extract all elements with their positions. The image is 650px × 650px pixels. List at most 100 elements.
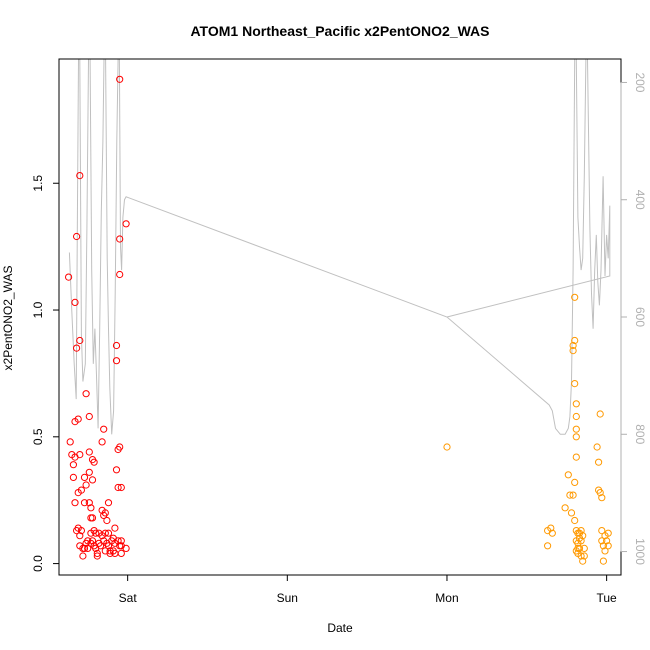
series-2-point: [580, 544, 588, 553]
x-tick-label: Sun: [277, 591, 298, 605]
series-2-point: [598, 494, 606, 502]
series-2-point: [577, 552, 585, 560]
right-tick-label: 800: [633, 424, 647, 444]
series-1-point: [88, 537, 97, 545]
series-2-point: [603, 537, 611, 545]
series-2-point: [595, 458, 603, 466]
series-2-point: [572, 400, 580, 408]
series-1-point: [111, 524, 119, 532]
series-1-point: [71, 298, 79, 306]
series-1-point: [116, 75, 124, 83]
x-tick-label: Tue: [597, 591, 618, 605]
y-axis: 0.0 0.5 1.0 1.5: [31, 175, 59, 572]
series-2-point: [571, 478, 579, 486]
series-1-point: [66, 438, 74, 446]
series-2-point: [572, 453, 580, 461]
series-1-point: [80, 544, 89, 553]
series-2-point: [572, 412, 580, 421]
series-1-point: [117, 483, 125, 492]
series-1-point: [65, 273, 73, 281]
series-1-point: [85, 468, 93, 476]
right-tick-label: 200: [633, 72, 647, 92]
series-2-point: [601, 547, 609, 555]
series-2-point: [567, 509, 576, 517]
series-2-point: [547, 524, 555, 532]
series-2-point: [577, 527, 585, 535]
series-2-point: [577, 537, 585, 545]
series-1-point: [69, 473, 78, 481]
series-1-point: [69, 461, 78, 469]
series-2-point: [604, 542, 612, 550]
series-1-point: [104, 499, 113, 507]
series-2-point: [569, 341, 577, 350]
series-1-point: [76, 172, 84, 180]
series-1-point: [122, 220, 130, 228]
series-1-point: [84, 544, 92, 553]
series-1-point: [76, 532, 84, 540]
series-1-point: [73, 344, 81, 352]
series-2-point: [575, 544, 584, 553]
series-1-point: [80, 499, 89, 507]
series-1-point: [82, 481, 90, 489]
series-1-point: [93, 552, 101, 560]
series-2-point: [571, 380, 579, 388]
series-1-point: [114, 483, 122, 492]
right-tick-label: 600: [633, 307, 647, 327]
series-1-point: [85, 448, 93, 456]
series-1-point: [74, 415, 82, 423]
series-1-point: [77, 527, 86, 535]
x-axis-title: Date: [327, 621, 353, 635]
series-2-point: [571, 516, 579, 525]
series-1-point: [101, 529, 109, 537]
y-tick-label: 0.0: [31, 555, 45, 572]
series-2-point: [572, 433, 580, 441]
series-1-point: [88, 514, 97, 522]
x-tick-label: Sat: [119, 591, 138, 605]
series-1-point: [88, 476, 97, 484]
series-1-point: [116, 443, 124, 451]
series-1-point: [76, 451, 84, 459]
series-1-point: [101, 509, 109, 517]
series-2-point: [598, 527, 606, 535]
series-1-point: [114, 537, 122, 545]
series-2-point: [544, 542, 552, 550]
series-1-point: [85, 412, 93, 421]
series-1-point: [104, 542, 113, 550]
series-1-point: [73, 232, 81, 241]
series-2-point: [596, 410, 604, 418]
series-2-point: [604, 529, 612, 537]
x-tick-label: Mon: [435, 591, 458, 605]
series-2-point: [548, 529, 556, 537]
series-1-point: [82, 390, 90, 398]
series-1-point: [79, 552, 87, 560]
series-1-point: [112, 341, 121, 350]
series-2-point: [564, 471, 572, 479]
x-axis: Sat Sun Mon Tue: [119, 575, 617, 605]
series-1-point: [122, 544, 130, 553]
series-1-point: [93, 549, 101, 558]
series-1-point: [96, 542, 105, 550]
series-1-point: [80, 473, 89, 481]
series-2-point: [579, 532, 587, 540]
series-2-point: [580, 552, 588, 560]
series-1-point: [100, 425, 108, 433]
series-1-point: [116, 270, 124, 279]
series-1-point: [77, 486, 86, 494]
y-axis-title: x2PentONO2_WAS: [1, 266, 15, 371]
series-2-point: [443, 443, 451, 451]
series-1-point: [117, 537, 125, 545]
series-2-point: [579, 557, 587, 565]
series-1-point: [112, 357, 121, 365]
series-1-point: [87, 504, 95, 512]
series-2-point: [572, 425, 580, 433]
series-1-point: [90, 458, 98, 466]
right-tick-label: 400: [633, 190, 647, 210]
series-1-point: [71, 499, 79, 507]
y-tick-label: 1.5: [31, 175, 45, 192]
series-2-point: [566, 491, 574, 499]
series-2-point: [599, 542, 608, 550]
right-tick-label: 1000: [633, 538, 647, 565]
chart-title: ATOM1 Northeast_Pacific x2PentONO2_WAS: [190, 23, 489, 39]
right-axis: 200 400 600 800 1000: [620, 72, 647, 565]
